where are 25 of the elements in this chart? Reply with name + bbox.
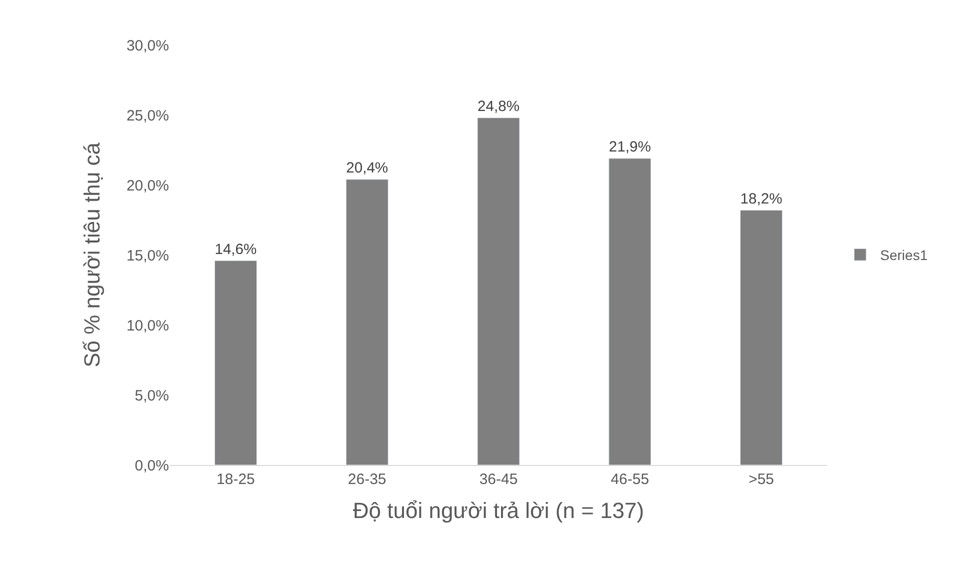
y-tick-label: 20,0% — [126, 177, 169, 194]
y-tick-label: 30,0% — [126, 37, 169, 54]
y-axis-title: Số % người tiêu thụ cá — [79, 142, 104, 368]
data-label: 21,9% — [608, 140, 651, 156]
x-tick-label: >55 — [748, 471, 774, 488]
y-tick-label: 0,0% — [134, 457, 169, 474]
legend-label: Series1 — [880, 247, 928, 264]
y-tick-label: 15,0% — [126, 247, 169, 264]
y-tick-label: 25,0% — [126, 107, 169, 124]
x-tick-label: 36-45 — [479, 471, 518, 488]
x-tick-label: 46-55 — [610, 471, 650, 488]
bar — [346, 179, 388, 465]
bar — [214, 260, 257, 465]
bar — [477, 118, 520, 465]
y-tick-label: 5,0% — [134, 387, 169, 404]
bar — [608, 158, 652, 465]
data-label: 18,2% — [740, 191, 782, 208]
data-label: 14,6% — [214, 242, 257, 258]
data-label: 20,4% — [346, 160, 388, 177]
data-label: 24,8% — [477, 99, 520, 116]
y-tick-label: 10,0% — [126, 317, 169, 334]
x-tick-label: 18-25 — [216, 471, 255, 488]
x-axis-title: Độ tuổi người trả lời (n = 137) — [352, 498, 644, 523]
x-tick-label: 26-35 — [348, 471, 386, 488]
bar — [740, 210, 783, 465]
